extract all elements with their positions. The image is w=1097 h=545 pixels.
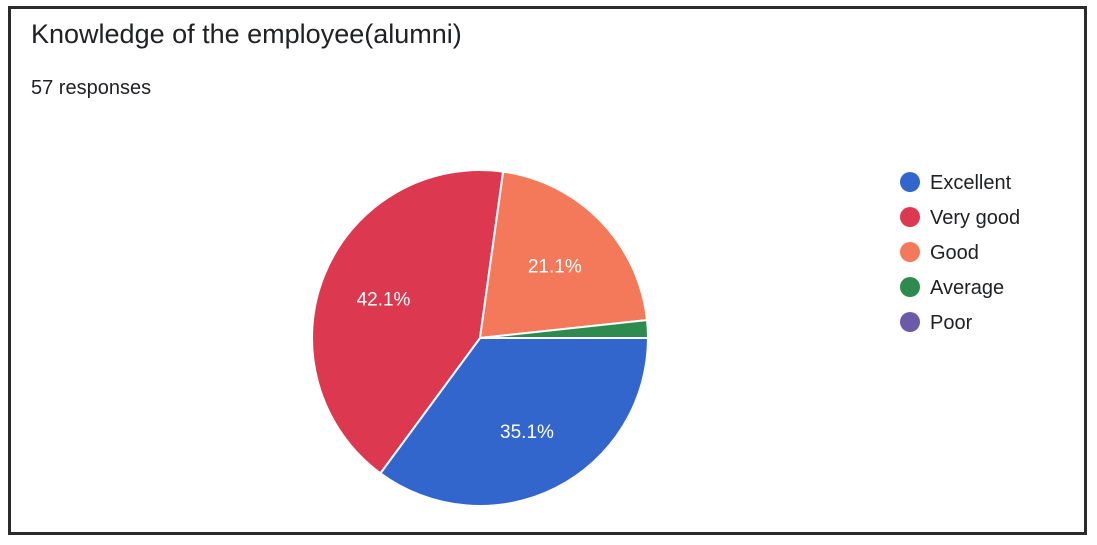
response-count: 57 responses — [31, 77, 152, 99]
pie-slice-average — [479, 318, 650, 339]
legend-swatch-very-good — [900, 207, 920, 227]
pie-slice-excellent — [379, 337, 650, 507]
legend-label-good: Good — [930, 242, 979, 264]
pie-slices — [311, 169, 650, 507]
slice-label-very-good: 42.1% — [357, 290, 411, 311]
legend-label-very-good: Very good — [930, 207, 1020, 229]
chart-legend: Excellent Very good Good Average Poor — [900, 172, 1020, 334]
pie-slice-very-good — [311, 169, 505, 475]
legend-swatch-excellent — [900, 172, 920, 192]
slice-label-good: 21.1% — [528, 257, 582, 278]
slice-label-excellent: 35.1% — [500, 422, 554, 443]
legend-label-average: Average — [930, 277, 1004, 299]
chart-title: Knowledge of the employee(alumni) — [31, 19, 462, 49]
legend-swatch-good — [900, 242, 920, 262]
legend-swatch-average — [900, 277, 920, 297]
pie-slice-labels: 35.1% 42.1% 21.1% — [357, 257, 582, 443]
legend-label-excellent: Excellent — [930, 172, 1012, 194]
legend-swatch-poor — [900, 312, 920, 332]
pie-slice-good — [478, 170, 649, 340]
legend-label-poor: Poor — [930, 312, 973, 334]
